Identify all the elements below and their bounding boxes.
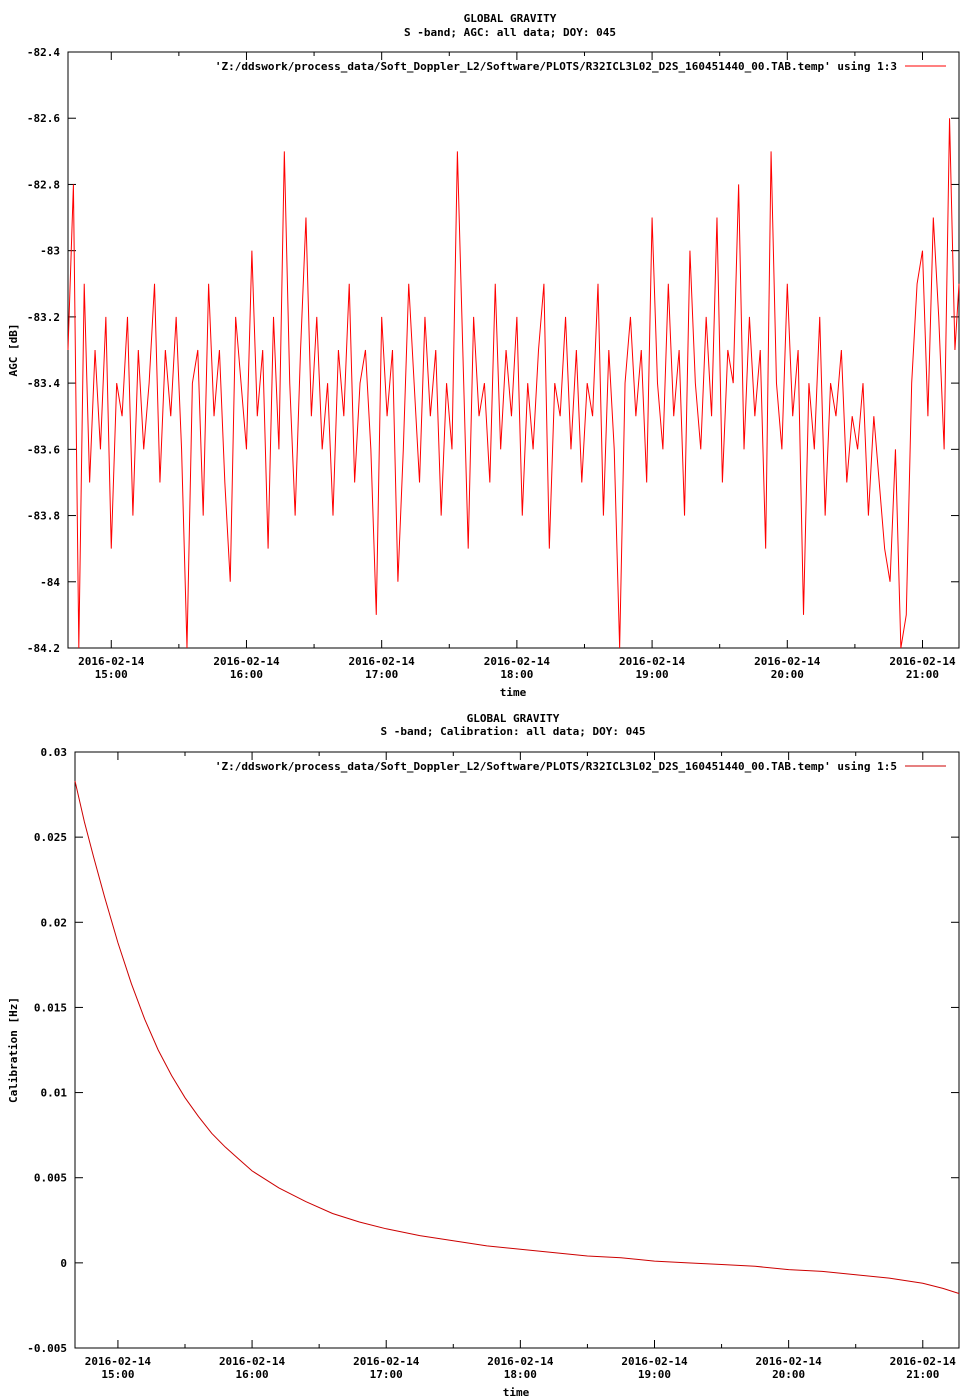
x-tick-date-label: 2016-02-14 (619, 655, 686, 668)
chart-2-title: GLOBAL GRAVITY (467, 712, 560, 725)
chart-1-xlabel: time (500, 686, 527, 699)
x-tick-date-label: 2016-02-14 (754, 655, 821, 668)
chart-2: GLOBAL GRAVITY S -band; Calibration: all… (7, 712, 960, 1399)
y-tick-label: -83.6 (27, 443, 60, 456)
chart-1-plot-border (67, 51, 960, 649)
y-tick-label: -0.005 (27, 1342, 67, 1355)
chart-1-subtitle: S -band; AGC: all data; DOY: 045 (404, 26, 616, 39)
x-tick-time-label: 21:00 (906, 668, 939, 681)
series-line (67, 118, 960, 649)
chart-1: GLOBAL GRAVITY S -band; AGC: all data; D… (7, 12, 960, 699)
x-tick-time-label: 16:00 (236, 1368, 269, 1381)
x-tick-date-label: 2016-02-14 (889, 655, 956, 668)
y-tick-label: 0.015 (34, 1001, 67, 1014)
y-tick-label: -83.4 (27, 377, 60, 390)
x-tick-date-label: 2016-02-14 (353, 1355, 420, 1368)
series-line (74, 780, 960, 1294)
x-tick-time-label: 19:00 (638, 1368, 671, 1381)
x-tick-time-label: 20:00 (772, 1368, 805, 1381)
chart-2-ylabel: Calibration [Hz] (7, 997, 20, 1103)
y-tick-label: -83.8 (27, 510, 60, 523)
y-tick-label: -84.2 (27, 642, 60, 655)
x-tick-time-label: 18:00 (500, 668, 533, 681)
x-tick-time-label: 21:00 (906, 1368, 939, 1381)
chart-1-legend-label: 'Z:/ddswork/process_data/Soft_Doppler_L2… (215, 60, 897, 73)
x-tick-time-label: 17:00 (365, 668, 398, 681)
y-tick-label: -84 (40, 576, 60, 589)
x-tick-date-label: 2016-02-14 (484, 655, 551, 668)
x-tick-time-label: 16:00 (230, 668, 263, 681)
x-tick-date-label: 2016-02-14 (890, 1355, 957, 1368)
y-tick-label: 0.025 (34, 831, 67, 844)
chart-1-title: GLOBAL GRAVITY (464, 12, 557, 25)
x-tick-time-label: 15:00 (95, 668, 128, 681)
y-tick-label: 0.03 (41, 746, 68, 759)
x-tick-date-label: 2016-02-14 (349, 655, 416, 668)
chart-2-xlabel: time (503, 1386, 530, 1399)
x-tick-time-label: 19:00 (636, 668, 669, 681)
x-tick-date-label: 2016-02-14 (78, 655, 145, 668)
y-tick-label: -82.8 (27, 178, 60, 191)
chart-2-plot-border (74, 751, 960, 1349)
x-tick-date-label: 2016-02-14 (213, 655, 280, 668)
y-tick-label: 0.005 (34, 1172, 67, 1185)
chart-1-ylabel: AGC [dB] (7, 324, 20, 377)
x-tick-date-label: 2016-02-14 (487, 1355, 554, 1368)
x-tick-time-label: 17:00 (370, 1368, 403, 1381)
x-tick-date-label: 2016-02-14 (219, 1355, 286, 1368)
x-tick-time-label: 15:00 (101, 1368, 134, 1381)
y-tick-label: 0 (60, 1257, 67, 1270)
y-tick-label: 0.02 (41, 916, 68, 929)
x-tick-date-label: 2016-02-14 (85, 1355, 152, 1368)
y-tick-label: -82.4 (27, 46, 60, 59)
chart-2-subtitle: S -band; Calibration: all data; DOY: 045 (381, 725, 646, 738)
x-tick-date-label: 2016-02-14 (756, 1355, 823, 1368)
y-tick-label: -82.6 (27, 112, 60, 125)
x-tick-time-label: 20:00 (771, 668, 804, 681)
chart-2-legend-label: 'Z:/ddswork/process_data/Soft_Doppler_L2… (215, 760, 897, 773)
y-tick-label: 0.01 (41, 1087, 68, 1100)
x-tick-date-label: 2016-02-14 (621, 1355, 688, 1368)
x-tick-time-label: 18:00 (504, 1368, 537, 1381)
y-tick-label: -83 (40, 245, 60, 258)
y-tick-label: -83.2 (27, 311, 60, 324)
